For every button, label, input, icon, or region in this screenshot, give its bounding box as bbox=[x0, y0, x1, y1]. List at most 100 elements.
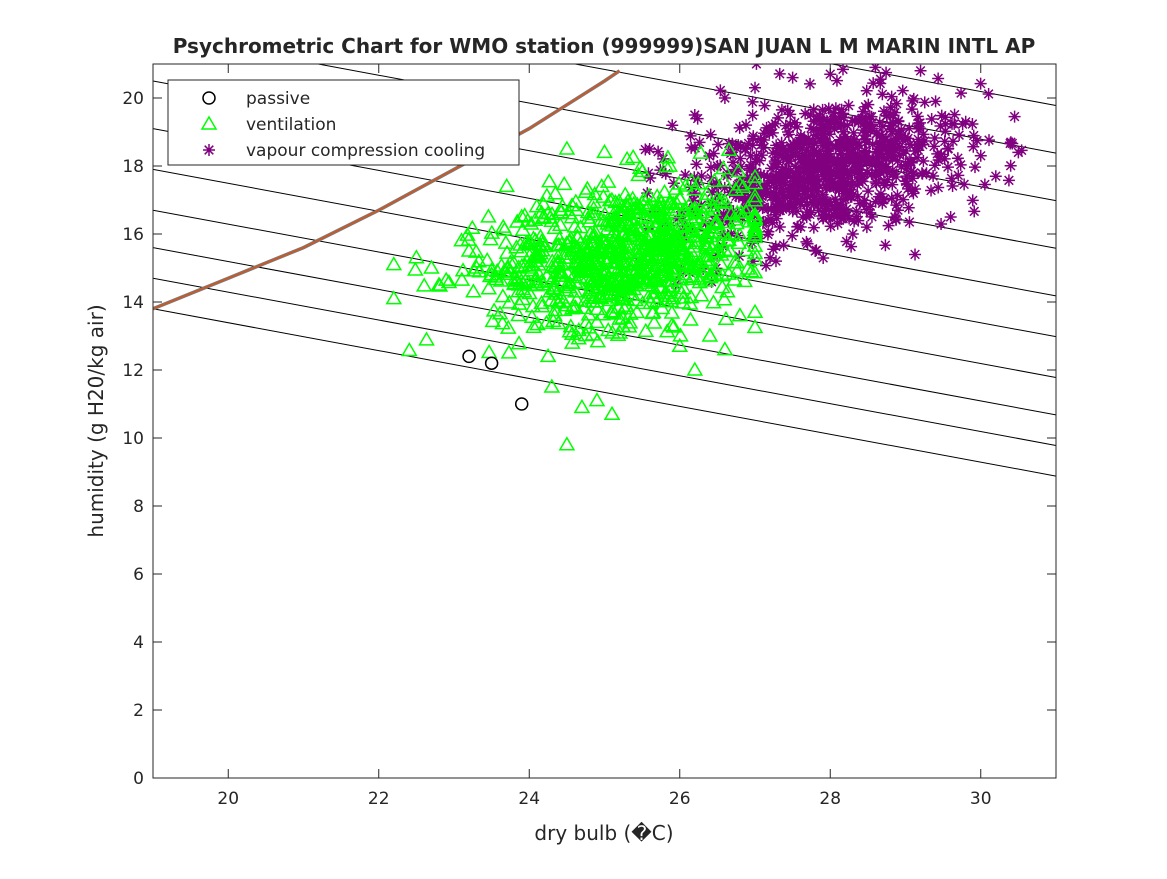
data-point-asterisk-119 bbox=[712, 138, 725, 151]
data-point-triangle-655 bbox=[567, 283, 584, 298]
data-point-triangle-401 bbox=[500, 344, 518, 359]
data-point-asterisk-701 bbox=[868, 156, 881, 169]
data-point-asterisk-643 bbox=[766, 216, 779, 229]
data-point-asterisk-831 bbox=[873, 158, 886, 171]
data-point-asterisk-829 bbox=[773, 185, 786, 198]
data-point-asterisk-159 bbox=[678, 223, 691, 236]
data-point-asterisk-825 bbox=[895, 123, 908, 136]
data-point-circle-2 bbox=[514, 397, 529, 411]
data-point-triangle-670 bbox=[684, 221, 701, 236]
data-point-asterisk-750 bbox=[911, 139, 924, 152]
data-point-asterisk-306 bbox=[897, 193, 910, 206]
data-point-asterisk-728 bbox=[839, 209, 852, 222]
data-point-asterisk-712 bbox=[889, 132, 902, 145]
y-tick-label-2: 2 bbox=[133, 701, 144, 721]
data-point-asterisk-174 bbox=[835, 103, 848, 116]
data-point-triangle-740 bbox=[666, 260, 684, 275]
data-point-asterisk-495 bbox=[772, 156, 785, 169]
data-point-asterisk-76 bbox=[851, 190, 864, 203]
data-point-triangle-730 bbox=[709, 243, 726, 258]
data-point-asterisk-279 bbox=[807, 221, 820, 234]
data-point-asterisk-610 bbox=[762, 214, 775, 227]
legend-circle-icon bbox=[202, 91, 216, 105]
data-point-triangle-370 bbox=[733, 208, 750, 223]
data-point-triangle-349 bbox=[480, 208, 497, 223]
data-point-asterisk-188 bbox=[928, 132, 941, 145]
data-point-asterisk-55 bbox=[769, 194, 782, 207]
data-point-asterisk-539 bbox=[724, 147, 737, 160]
data-point-triangle-824 bbox=[617, 278, 634, 293]
chart-title: Psychrometric Chart for WMO station (999… bbox=[173, 34, 1036, 58]
data-point-asterisk-638 bbox=[870, 127, 883, 140]
data-point-triangle-477 bbox=[631, 159, 649, 174]
data-point-asterisk-615 bbox=[860, 221, 873, 234]
data-point-triangle-251 bbox=[510, 307, 527, 322]
data-point-triangle-499 bbox=[530, 256, 547, 271]
data-point-triangle-790 bbox=[726, 271, 743, 286]
data-point-asterisk-106 bbox=[925, 184, 938, 197]
data-point-asterisk-885 bbox=[807, 169, 820, 182]
data-point-triangle-356 bbox=[538, 314, 555, 329]
data-point-asterisk-898 bbox=[942, 142, 955, 155]
data-point-triangle-736 bbox=[640, 246, 657, 261]
data-point-asterisk-726 bbox=[858, 129, 871, 142]
data-point-triangle-618 bbox=[484, 312, 502, 328]
data-point-asterisk-248 bbox=[758, 99, 771, 112]
data-point-triangle-886 bbox=[624, 148, 642, 164]
data-point-asterisk-429 bbox=[971, 134, 984, 147]
legend-marker-circle bbox=[202, 91, 216, 105]
data-point-triangle-814 bbox=[651, 240, 669, 255]
data-point-triangle-525 bbox=[506, 274, 524, 290]
data-point-triangle-318 bbox=[524, 298, 542, 313]
data-point-triangle-866 bbox=[584, 279, 601, 295]
data-point-triangle-925 bbox=[716, 341, 734, 356]
data-point-asterisk-722 bbox=[867, 77, 880, 90]
data-point-asterisk-300 bbox=[953, 129, 966, 142]
data-point-triangle-800 bbox=[584, 326, 601, 341]
data-point-asterisk-674 bbox=[877, 138, 890, 151]
y-tick-label-10: 10 bbox=[122, 429, 144, 449]
data-point-asterisk-820 bbox=[814, 196, 827, 209]
data-point-triangle-253 bbox=[728, 262, 746, 277]
data-point-asterisk-679 bbox=[904, 138, 917, 151]
data-point-asterisk-401 bbox=[966, 194, 979, 207]
data-point-triangle-550 bbox=[727, 181, 744, 196]
data-point-asterisk-73 bbox=[845, 139, 858, 152]
data-point-asterisk-594 bbox=[812, 162, 825, 175]
data-point-asterisk-800 bbox=[967, 140, 980, 153]
data-point-triangle-306 bbox=[561, 323, 579, 338]
data-point-asterisk-725 bbox=[870, 177, 883, 190]
data-point-triangle-343 bbox=[491, 305, 509, 320]
data-point-asterisk-27 bbox=[779, 119, 792, 132]
data-point-triangle-840 bbox=[605, 272, 623, 287]
data-point-asterisk-692 bbox=[939, 117, 952, 130]
data-point-asterisk-356 bbox=[890, 199, 903, 212]
data-point-asterisk-765 bbox=[846, 114, 859, 127]
data-point-triangle-329 bbox=[599, 322, 617, 337]
data-point-asterisk-847 bbox=[816, 212, 829, 225]
data-point-triangle-849 bbox=[595, 273, 613, 289]
data-point-triangle-871 bbox=[660, 287, 678, 302]
data-point-triangle-819 bbox=[631, 241, 648, 256]
data-point-asterisk-822 bbox=[740, 119, 753, 132]
data-point-triangle-692 bbox=[613, 240, 631, 255]
data-point-asterisk-425 bbox=[958, 178, 971, 191]
data-point-asterisk-882 bbox=[800, 198, 813, 211]
data-point-triangle-336 bbox=[667, 194, 685, 209]
data-point-triangle-772 bbox=[546, 306, 563, 322]
data-point-asterisk-72 bbox=[906, 172, 919, 185]
data-point-asterisk-718 bbox=[757, 169, 770, 182]
data-point-asterisk-848 bbox=[833, 159, 846, 172]
data-point-triangle-910 bbox=[513, 208, 531, 223]
data-point-asterisk-171 bbox=[769, 240, 782, 253]
data-point-asterisk-47 bbox=[831, 210, 844, 223]
data-point-asterisk-781 bbox=[802, 175, 815, 188]
data-point-asterisk-724 bbox=[760, 185, 773, 198]
data-point-asterisk-41 bbox=[918, 96, 931, 109]
data-point-triangle-920 bbox=[633, 194, 651, 210]
data-point-asterisk-509 bbox=[817, 251, 830, 264]
data-point-asterisk-850 bbox=[834, 198, 847, 211]
data-point-triangle-742 bbox=[520, 236, 537, 251]
data-point-asterisk-576 bbox=[827, 208, 840, 221]
data-point-triangle-628 bbox=[746, 223, 764, 239]
